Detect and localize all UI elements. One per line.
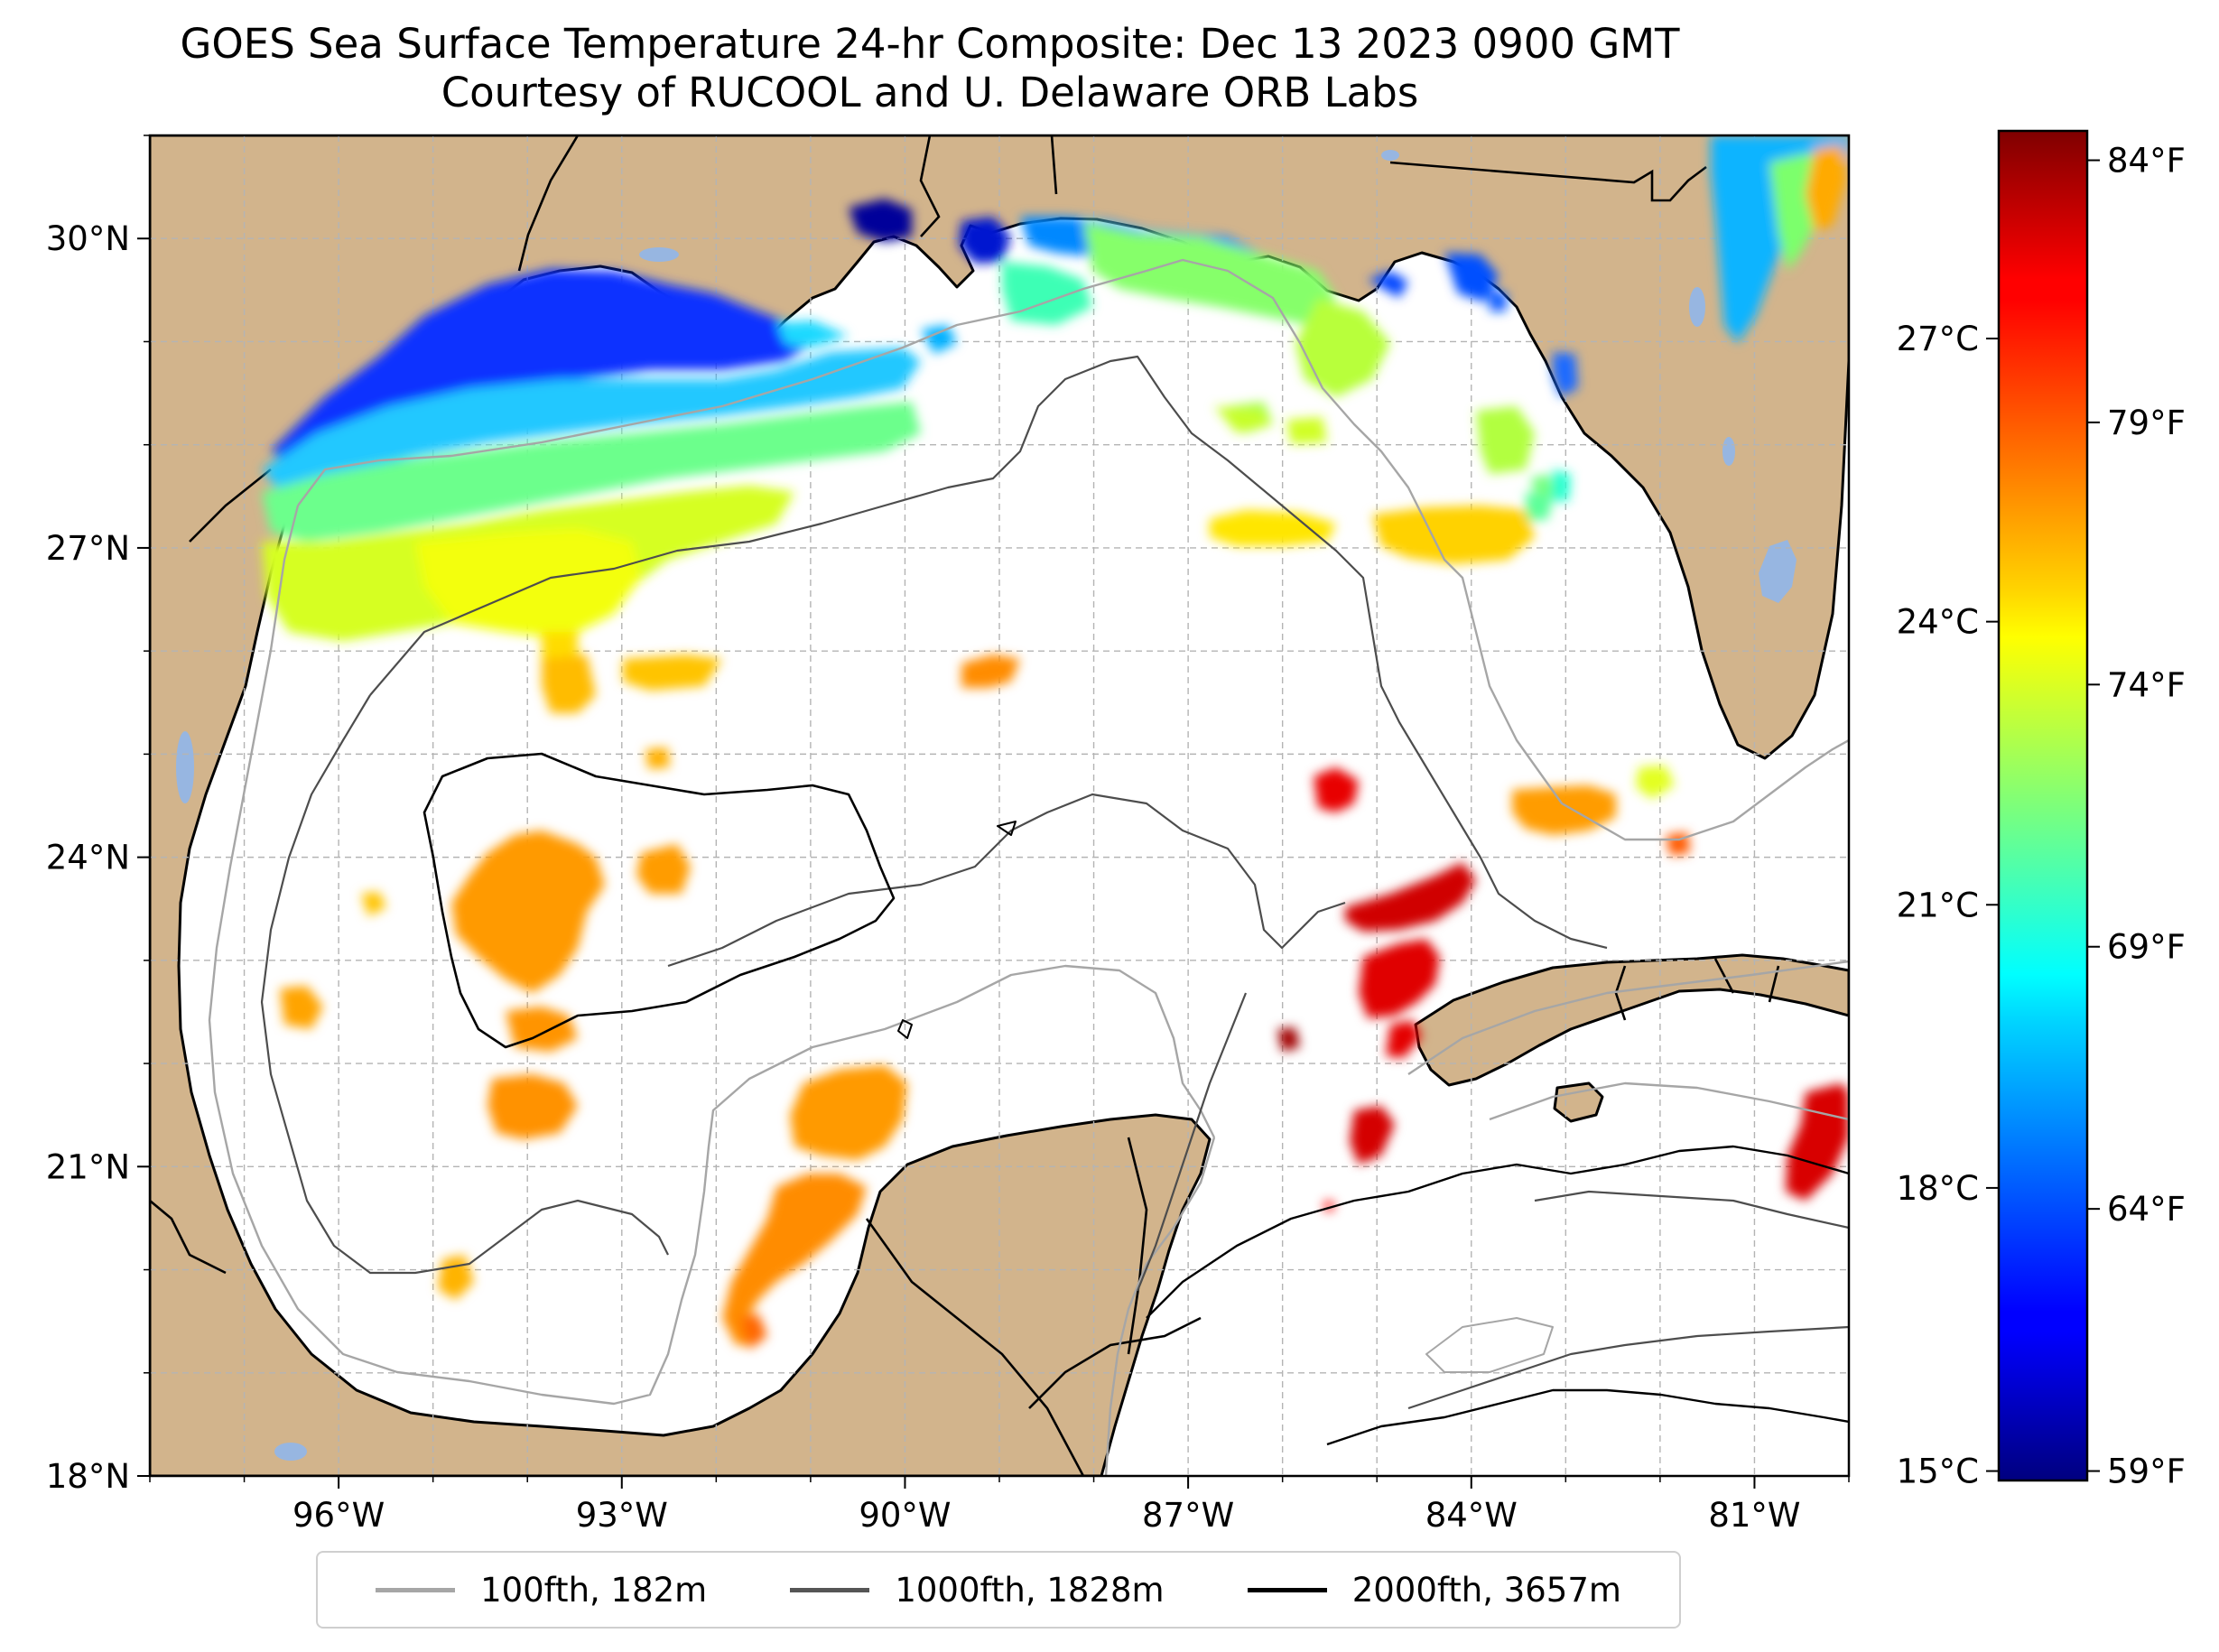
sst-composite [262, 135, 1849, 1350]
legend-line-swatch [1247, 1587, 1327, 1592]
legend-item: 2000fth, 3657m [1247, 1570, 1621, 1610]
lon-tick-label: 81°W [1708, 1496, 1800, 1535]
colorbar-scale [1997, 129, 2089, 1482]
political-borders [150, 135, 1780, 1476]
lakes [176, 150, 1797, 1461]
lat-tick-label: 24°N [46, 839, 130, 877]
contour-1000fth [369, 355, 1608, 950]
colorbar-fahrenheit-label: 74°F [2107, 665, 2186, 704]
colorbar-fahrenheit-label: 69°F [2107, 928, 2186, 967]
map-axes: 96°W 93°W 90°W 87°W 84°W 81°W 30°N 27°N 24°N 21°N… [46, 135, 1850, 1535]
colorbar-fahrenheit-label: 59°F [2107, 1452, 2186, 1491]
colorbar-celsius-label: 24°C [1897, 603, 1979, 642]
legend-line-swatch [790, 1587, 870, 1592]
colorbar-celsius-label: 21°C [1897, 886, 1979, 924]
contour-2000fth [422, 752, 896, 1049]
colorbar: 27°C 24°C 21°C 18°C 15°C 84°F 79°F 74°F 69°F 64°F… [1897, 129, 2186, 1491]
colorbar-celsius-label: 15°C [1897, 1452, 1979, 1491]
lat-tick-label: 21°N [46, 1147, 130, 1186]
legend-line-swatch [376, 1587, 456, 1592]
chart-subtitle: Courtesy of RUCOOL and U. Delaware ORB L… [441, 69, 1419, 116]
lon-tick-label: 87°W [1142, 1496, 1234, 1535]
lat-tick-label: 27°N [46, 529, 130, 568]
colorbar-fahrenheit-label: 64°F [2107, 1190, 2186, 1229]
legend-item: 100fth, 182m [376, 1571, 707, 1610]
colorbar-celsius-label: 18°C [1897, 1169, 1979, 1208]
lon-tick-label: 90°W [859, 1496, 951, 1535]
depth-contour-legend: 100fth, 182m 1000fth, 1828m 2000fth, 3657m [316, 1551, 1681, 1629]
legend-label: 1000fth, 1828m [895, 1570, 1165, 1610]
colorbar-fahrenheit-label: 79°F [2107, 404, 2186, 442]
colorbar-celsius-label: 27°C [1897, 320, 1979, 358]
lat-tick-label: 18°N [46, 1457, 130, 1496]
lon-tick-label: 96°W [292, 1496, 385, 1535]
lat-tick-label: 30°N [46, 219, 130, 258]
legend-label: 100fth, 182m [480, 1570, 708, 1610]
bathymetry-contours [208, 258, 1849, 1476]
chart-title: GOES Sea Surface Temperature 24-hr Compo… [180, 20, 1680, 68]
legend-item: 1000fth, 1828m [790, 1570, 1165, 1610]
lon-tick-label: 84°W [1425, 1496, 1518, 1535]
contour-100fth [297, 258, 1849, 841]
lon-tick-label: 93°W [576, 1496, 668, 1535]
colorbar-fahrenheit-label: 84°F [2107, 142, 2186, 181]
legend-label: 2000fth, 3657m [1351, 1570, 1621, 1610]
